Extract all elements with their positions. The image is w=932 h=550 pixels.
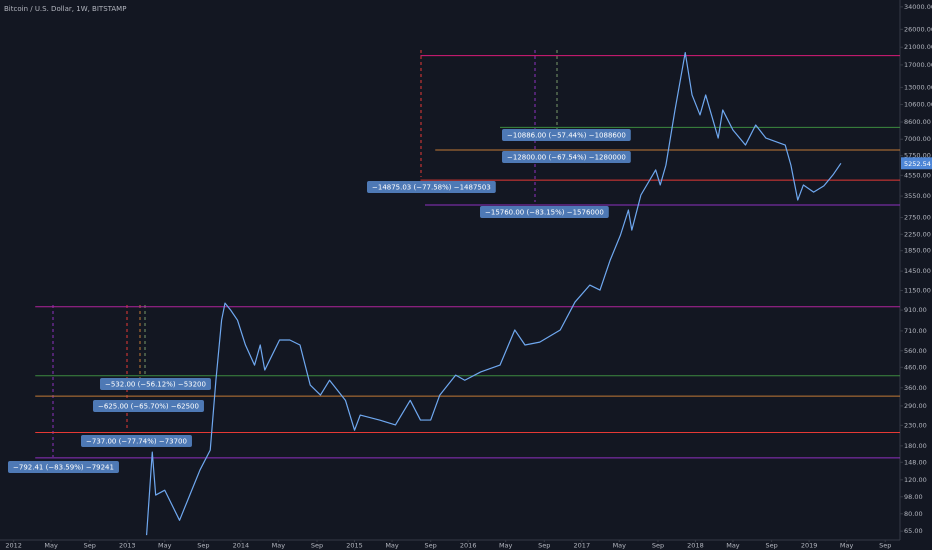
x-tick-label: May [726,542,740,550]
x-tick-label: Sep [879,542,891,550]
measure-label: −12800.00 (−67.54%) −1280000 [502,151,631,163]
x-tick-label: Sep [84,542,96,550]
x-tick-label: 2014 [233,542,250,550]
x-tick-label: 2015 [346,542,363,550]
x-tick-label: May [385,542,399,550]
y-tick-label: 230.00 [904,421,927,429]
x-tick-label: Sep [765,542,777,550]
y-tick-label: 1150.00 [904,287,931,295]
measure-label-box [8,461,119,473]
y-tick-label: 148.00 [904,458,927,466]
x-tick-label: May [499,542,513,550]
x-tick-label: 2013 [119,542,136,550]
y-tick-label: 910.00 [904,306,927,314]
y-tick-label: 710.00 [904,327,927,335]
measure-label-text: −532.00 (−56.12%) −53200 [105,381,206,389]
x-tick-label: May [44,542,58,550]
y-tick-label: 34000.00 [904,3,932,11]
x-tick-label: 2016 [460,542,477,550]
y-tick-label: 1450.00 [904,267,931,275]
x-tick-label: Sep [538,542,550,550]
measure-label-text: −737.00 (−77.74%) −73700 [86,438,187,446]
x-tick-label: May [272,542,286,550]
y-tick-label: 290.00 [904,402,927,410]
measure-label: −625.00 (−65.70%) −62500 [93,400,204,412]
chart-title: Bitcoin / U.S. Dollar, 1W, BITSTAMP [4,5,126,13]
y-tick-label: 2750.00 [904,213,931,221]
measure-label: −14875.03 (−77.58%) −1487503 [367,181,496,193]
y-tick-label: 1850.00 [904,247,931,255]
x-tick-label: May [840,542,854,550]
y-tick-label: 10600.00 [904,100,932,108]
y-tick-label: 13000.00 [904,83,932,91]
y-tick-label: 17000.00 [904,61,932,69]
measure-label: −15760.00 (−83.15%) −1576000 [480,206,609,218]
x-tick-label: Sep [425,542,437,550]
measure-label-box [367,181,496,193]
price-line [145,51,842,536]
y-tick-label: 21000.00 [904,43,932,51]
measure-label-box [480,206,609,218]
x-tick-label: Sep [652,542,664,550]
last-price-label: 5252.54 [904,160,931,168]
x-tick-label: 2018 [687,542,704,550]
measure-label-box [100,378,211,390]
measure-label-box [81,435,192,447]
measure-label-box [93,400,204,412]
y-tick-label: 3550.00 [904,192,931,200]
y-tick-label: 180.00 [904,442,927,450]
y-tick-label: 65.00 [904,527,923,535]
measure-label: −532.00 (−56.12%) −53200 [100,378,211,390]
x-tick-label: 2012 [5,542,22,550]
x-tick-label: Sep [311,542,323,550]
measure-label: −737.00 (−77.74%) −73700 [81,435,192,447]
y-tick-label: 7000.00 [904,135,931,143]
measure-label-text: −10886.00 (−57.44%) −1088600 [507,132,626,140]
y-tick-label: 4550.00 [904,171,931,179]
y-tick-label: 8600.00 [904,118,931,126]
y-tick-label: 2250.00 [904,230,931,238]
x-tick-label: Sep [197,542,209,550]
y-tick-label: 80.00 [904,510,923,518]
measure-label-text: −14875.03 (−77.58%) −1487503 [372,184,491,192]
y-tick-label: 360.00 [904,384,927,392]
measure-label-box [502,129,631,141]
y-tick-label: 26000.00 [904,25,932,33]
measure-label-text: −15760.00 (−83.15%) −1576000 [485,209,604,217]
y-tick-label: 120.00 [904,476,927,484]
x-tick-label: 2017 [574,542,591,550]
x-tick-label: 2019 [801,542,818,550]
y-tick-label: 5750.00 [904,152,931,160]
measure-label-text: −12800.00 (−67.54%) −1280000 [507,154,626,162]
measure-label: −792.41 (−83.59%) −79241 [8,461,119,473]
last-price-box [901,157,932,170]
measure-label-text: −625.00 (−65.70%) −62500 [98,403,199,411]
y-tick-label: 98.00 [904,493,923,501]
measure-label: −10886.00 (−57.44%) −1088600 [502,129,631,141]
x-tick-label: May [158,542,172,550]
x-tick-label: May [613,542,627,550]
measure-label-text: −792.41 (−83.59%) −79241 [13,464,114,472]
y-tick-label: 460.00 [904,363,927,371]
measure-label-box [502,151,631,163]
y-tick-label: 560.00 [904,347,927,355]
